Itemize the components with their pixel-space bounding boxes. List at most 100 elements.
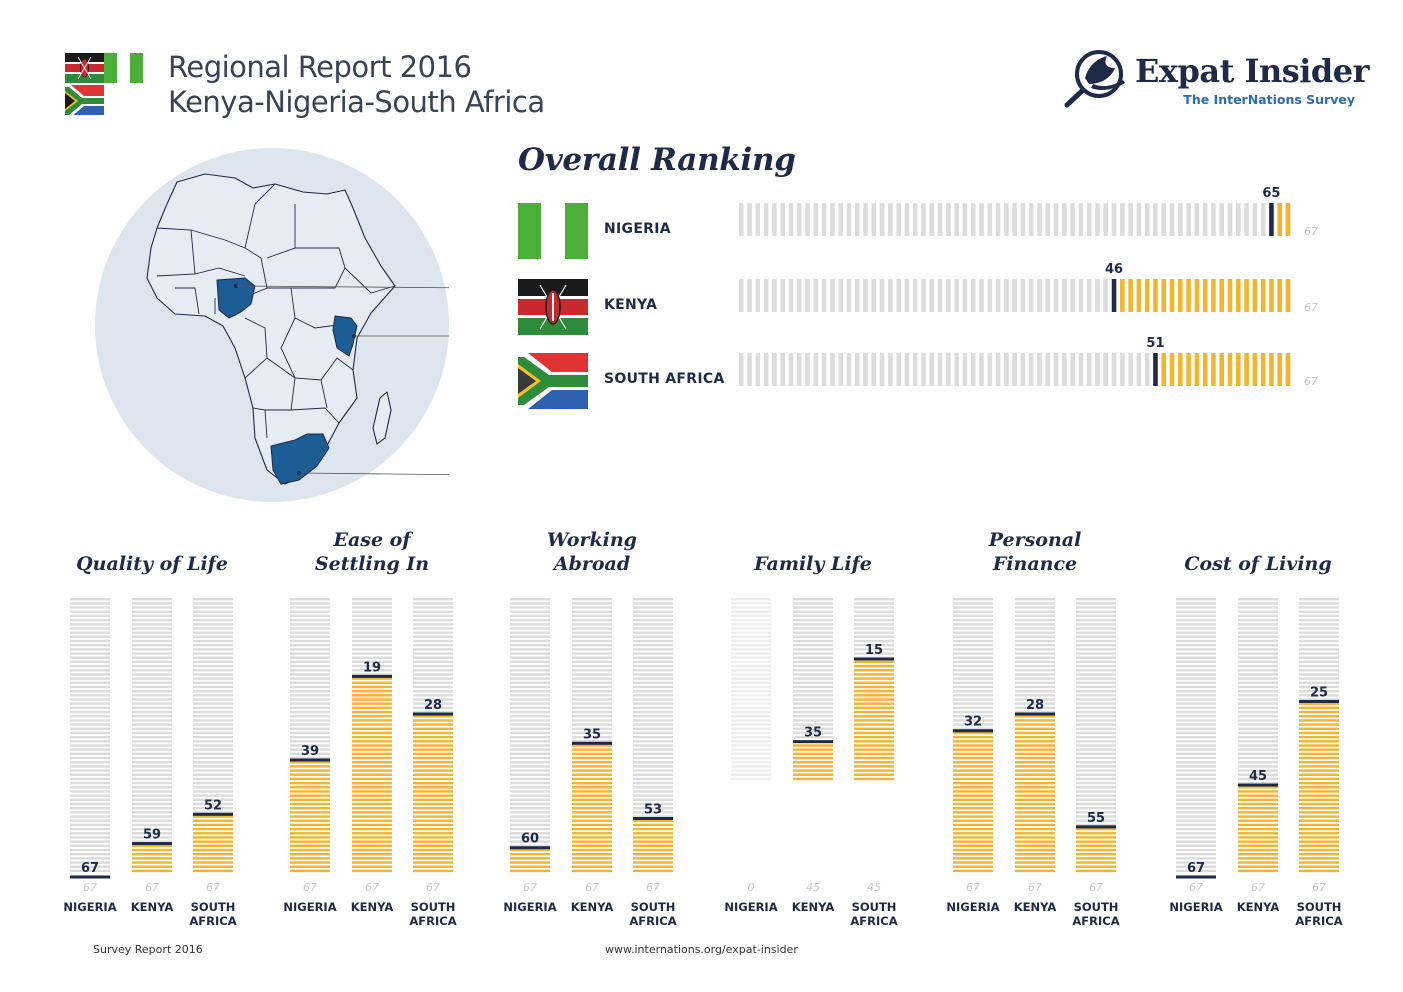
country-label: NIGERIA xyxy=(55,900,125,914)
rank-value-label: 55 xyxy=(1087,811,1105,826)
bar-segment xyxy=(953,848,993,852)
bar-segment xyxy=(1015,702,1055,705)
bar-segment xyxy=(1176,606,1216,609)
chart-personal-finance: 32 28 55 67 NIGERIA 67 KENYA 67 SOUTH AFRICA xyxy=(935,597,1125,937)
bar-segment xyxy=(70,715,110,718)
bar-segment xyxy=(854,710,894,714)
bar-segment xyxy=(1299,602,1339,605)
bar-segment xyxy=(854,777,894,781)
footer-website-link[interactable]: www.internations.org/expat-insider xyxy=(605,943,798,956)
bar-segment xyxy=(1176,656,1216,659)
bar-segment xyxy=(193,869,233,873)
bar-segment xyxy=(70,752,110,756)
overall-bar-segment xyxy=(921,203,926,236)
bar-segment xyxy=(1238,861,1278,864)
overall-bar-segment xyxy=(879,203,885,236)
bar-segment xyxy=(70,598,110,601)
bar-segment xyxy=(1238,652,1278,655)
bar-segment xyxy=(290,643,330,647)
expat-insider-logo[interactable]: Expat Insider The InterNations Survey xyxy=(1063,48,1370,110)
overall-bar-segment xyxy=(1260,279,1266,312)
bar-segment xyxy=(953,689,993,693)
bar-segment xyxy=(193,777,233,781)
nigeria-highlight xyxy=(216,277,256,319)
bar-segment xyxy=(1015,807,1055,810)
bar-segment xyxy=(290,865,330,868)
bar-segment xyxy=(854,748,894,751)
bar-segment xyxy=(1015,786,1055,789)
overall-bar-segment xyxy=(1020,353,1026,386)
bar-segment xyxy=(352,698,392,701)
bar-segment xyxy=(793,618,833,622)
overall-bar-segment xyxy=(854,203,860,236)
bar-segment xyxy=(70,685,110,689)
bar-segment xyxy=(633,865,673,868)
bar-segment xyxy=(510,865,550,868)
vertical-bar-chart: 67 59 52 xyxy=(70,598,233,879)
bar-segment xyxy=(1076,719,1116,722)
bar-segment xyxy=(953,598,993,601)
bar-segment xyxy=(290,715,330,718)
bar-segment xyxy=(1299,685,1339,689)
bar-segment xyxy=(1238,794,1278,797)
bar-segment xyxy=(1076,823,1116,827)
rank-value-label: 60 xyxy=(521,832,539,847)
bar-segment xyxy=(413,836,453,839)
bar-segment xyxy=(793,727,833,730)
country-label-line: SOUTH xyxy=(1296,900,1342,914)
bar-segment xyxy=(70,727,110,730)
bar-segment xyxy=(731,677,771,680)
overall-bar-segment xyxy=(755,203,761,236)
bar-segment xyxy=(731,652,771,655)
overall-bar-segment xyxy=(1053,203,1059,236)
bar-segment xyxy=(1299,740,1339,743)
bar-segment xyxy=(510,727,550,730)
bar-segment xyxy=(193,765,233,768)
bar-segment xyxy=(953,715,993,718)
bar-segment xyxy=(572,857,612,860)
bar-segment xyxy=(572,731,612,735)
overall-bar-segment xyxy=(1236,353,1241,386)
bar-segment xyxy=(953,623,993,626)
total-count-label: 45 xyxy=(867,881,881,894)
bar-segment xyxy=(1076,832,1116,835)
bar-segment xyxy=(633,610,673,613)
bar-segment xyxy=(193,606,233,609)
bar-segment xyxy=(633,677,673,680)
bar-segment xyxy=(290,852,330,856)
bar-segment xyxy=(1238,857,1278,860)
bar-segment xyxy=(193,639,233,643)
bar-segment xyxy=(352,756,392,760)
bar-segment xyxy=(510,756,550,760)
bar-segment xyxy=(731,748,771,751)
bar-segment xyxy=(1076,765,1116,768)
bar-segment xyxy=(1176,706,1216,710)
bar-segment xyxy=(1299,786,1339,789)
bar-segment xyxy=(854,673,894,676)
bar-segment xyxy=(413,752,453,756)
country-label: KENYA xyxy=(117,900,187,914)
bar-segment xyxy=(413,857,453,860)
bar-segment xyxy=(70,719,110,722)
bar-segment xyxy=(1238,681,1278,684)
bar-segment xyxy=(70,819,110,822)
bar-segment xyxy=(413,756,453,760)
overall-bar-segment xyxy=(1227,353,1233,386)
bar-segment xyxy=(1176,832,1216,835)
category-title-ease-of-settling-in: Ease of Settling In xyxy=(272,528,472,576)
bar-segment xyxy=(193,685,233,689)
bar-segment xyxy=(352,827,392,831)
bar-segment xyxy=(731,706,771,710)
bar-segment xyxy=(413,685,453,689)
bar-segment xyxy=(953,631,993,634)
total-count-label: 67 xyxy=(303,881,317,894)
bar-segment xyxy=(1299,823,1339,827)
bar-segment xyxy=(1299,631,1339,634)
bar-segment xyxy=(352,744,392,747)
bar-segment xyxy=(413,848,453,852)
bar-segment xyxy=(731,606,771,609)
bar-segment xyxy=(70,673,110,676)
bar-segment xyxy=(572,748,612,751)
bar-segment xyxy=(793,710,833,714)
bar-segment xyxy=(1238,735,1278,739)
